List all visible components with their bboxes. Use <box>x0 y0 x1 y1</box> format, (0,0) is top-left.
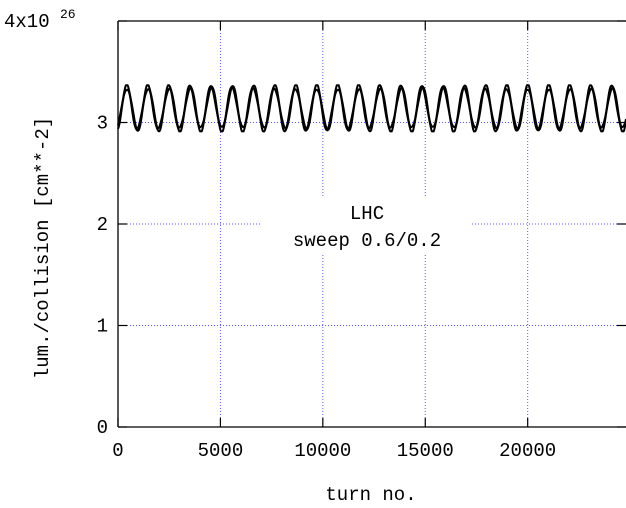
y-exponent-label: 26 <box>60 7 76 22</box>
series-line-0-0 <box>117 86 626 133</box>
axis-ticks <box>117 20 626 428</box>
y-tick-label: 1 <box>97 316 108 338</box>
series-line-0-1 <box>117 84 626 130</box>
annotation-line-1: LHC <box>350 203 384 225</box>
tick-labels: 0 5000 10000 15000 20000 0 1 2 3 4x10 <box>4 11 556 462</box>
x-tick-label: 5000 <box>198 440 244 462</box>
x-axis-title: turn no. <box>325 484 416 506</box>
x-tick-label: 20000 <box>499 440 556 462</box>
annotation-background <box>262 198 472 254</box>
annotation-line-2: sweep 0.6/0.2 <box>293 230 441 252</box>
y-tick-label: 4x10 <box>4 11 50 33</box>
series-luminosity <box>117 84 626 133</box>
y-tick-label: 3 <box>97 113 108 135</box>
x-tick-label: 10000 <box>294 440 351 462</box>
y-axis-title: lum./collision [cm**-2] <box>32 117 54 379</box>
x-tick-label: 15000 <box>397 440 454 462</box>
y-tick-label: 2 <box>97 214 108 236</box>
y-tick-label: 0 <box>97 417 108 439</box>
x-tick-label: 0 <box>112 440 123 462</box>
